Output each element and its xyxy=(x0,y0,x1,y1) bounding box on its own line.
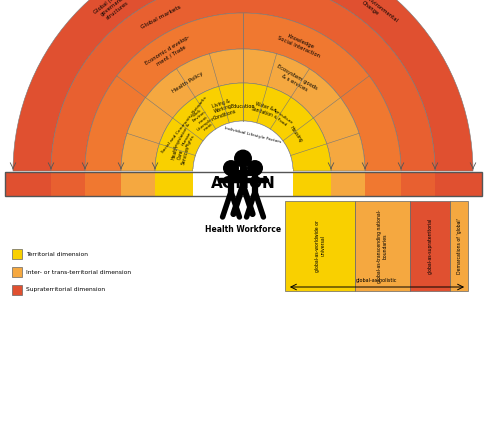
Text: Water &
Sanitation: Water & Sanitation xyxy=(250,100,276,118)
Bar xyxy=(12,249,22,259)
Text: Demarcations of 'global': Demarcations of 'global' xyxy=(456,218,462,274)
Bar xyxy=(435,172,473,196)
Text: Education: Education xyxy=(231,103,255,109)
Bar xyxy=(155,172,193,196)
Wedge shape xyxy=(193,121,293,171)
Text: Ecosystem goods
& s ervices: Ecosystem goods & s ervices xyxy=(273,64,318,96)
Text: Health Policy: Health Policy xyxy=(171,71,204,94)
Bar xyxy=(12,267,22,277)
Text: Supraterritorial dimension: Supraterritorial dimension xyxy=(26,287,105,293)
Bar xyxy=(5,172,13,196)
Circle shape xyxy=(248,161,262,175)
Bar xyxy=(293,172,331,196)
Bar xyxy=(410,201,450,291)
Text: ACTION: ACTION xyxy=(210,176,275,191)
Text: Individual Lifestyle Factors: Individual Lifestyle Factors xyxy=(224,126,281,144)
Bar xyxy=(355,201,410,291)
Circle shape xyxy=(235,150,251,167)
Text: Economic d evelop-
ment / Trade: Economic d evelop- ment / Trade xyxy=(145,35,194,71)
Bar xyxy=(12,285,22,295)
Bar xyxy=(85,172,121,196)
Bar xyxy=(365,172,401,196)
Bar xyxy=(51,172,85,196)
Bar xyxy=(13,172,51,196)
Text: Global environmental
Change: Global environmental Change xyxy=(347,0,398,27)
Bar xyxy=(121,172,155,196)
Text: Territorial dimension: Territorial dimension xyxy=(26,251,88,257)
Text: Housing: Housing xyxy=(289,125,303,143)
Text: global-as-holistic: global-as-holistic xyxy=(356,278,397,283)
Bar xyxy=(331,172,365,196)
Bar xyxy=(473,172,482,196)
Bar xyxy=(401,172,435,196)
Text: Global markets: Global markets xyxy=(140,5,182,30)
Bar xyxy=(285,201,355,291)
Text: Knowledge
Social Interaction: Knowledge Social Interaction xyxy=(276,30,323,58)
Text: Global (health)
governance
structures: Global (health) governance structures xyxy=(93,0,134,24)
Text: global-as-supraterritorial: global-as-supraterritorial xyxy=(428,218,432,274)
Text: Health
Care
Services: Health Care Services xyxy=(169,143,191,166)
Wedge shape xyxy=(51,0,435,171)
Text: global-as-transcending national-
boundaries: global-as-transcending national- boundar… xyxy=(376,209,387,283)
Text: global-as-worldwide or
universal: global-as-worldwide or universal xyxy=(315,220,325,272)
Text: Social and Community Networks: Social and Community Networks xyxy=(161,96,207,154)
Text: Health Workforce: Health Workforce xyxy=(205,225,281,234)
Bar xyxy=(193,169,293,173)
Wedge shape xyxy=(155,83,331,171)
Bar xyxy=(5,172,482,196)
Bar xyxy=(193,172,293,196)
Wedge shape xyxy=(13,0,473,171)
Bar xyxy=(450,201,468,291)
Text: Agriculture
& Food: Agriculture & Food xyxy=(269,108,294,129)
Text: Work
Environ-
ment
Unemploy-
ment: Work Environ- ment Unemploy- ment xyxy=(187,104,219,136)
Text: Legislation &
Human
Rights: Legislation & Human Rights xyxy=(174,123,200,154)
Text: Living &
Working
Conditions: Living & Working Conditions xyxy=(209,97,237,121)
Circle shape xyxy=(224,161,238,175)
Wedge shape xyxy=(85,13,401,171)
Wedge shape xyxy=(121,49,365,171)
Text: Inter- or trans-territorial dimension: Inter- or trans-territorial dimension xyxy=(26,269,131,275)
